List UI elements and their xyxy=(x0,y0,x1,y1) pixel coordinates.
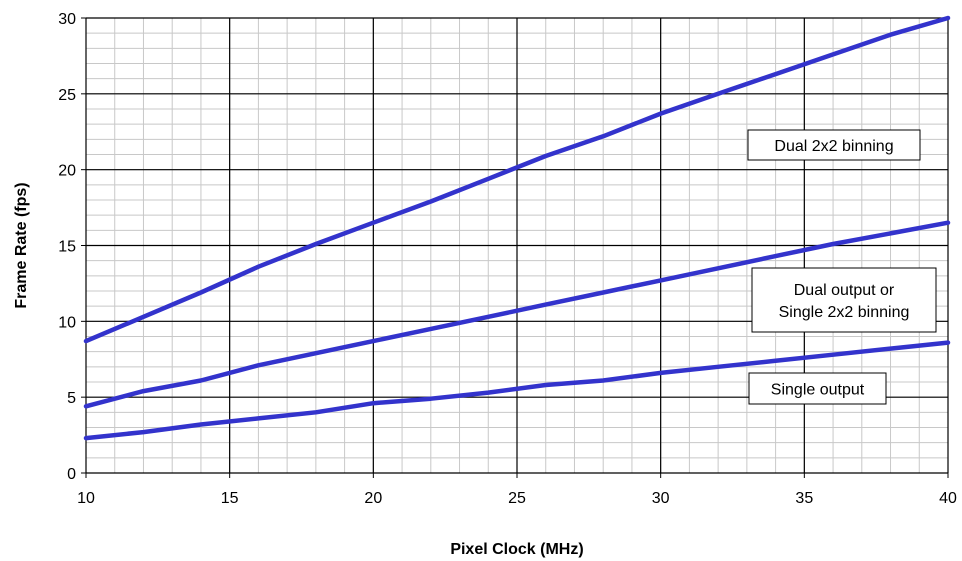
x-tick-label: 25 xyxy=(508,490,526,507)
series-line-2 xyxy=(83,220,951,409)
annotation-box xyxy=(751,267,937,333)
x-tick-label: 35 xyxy=(795,490,813,507)
y-tick-label: 5 xyxy=(67,390,76,407)
series-lines xyxy=(83,15,951,441)
series-line-1 xyxy=(83,15,951,344)
x-axis-ticks: 10 15 20 25 30 35 40 xyxy=(77,473,957,507)
y-axis-title: Frame Rate (fps) xyxy=(13,182,30,308)
annotation-box xyxy=(747,129,921,161)
series-annotations: Dual 2x2 binning Dual output or Single 2x2… xyxy=(747,129,937,405)
y-tick-label: 10 xyxy=(58,314,76,331)
x-tick-label: 40 xyxy=(939,490,957,507)
x-tick-label: 30 xyxy=(652,490,670,507)
y-tick-label: 30 xyxy=(58,11,76,28)
y-tick-label: 20 xyxy=(58,163,76,180)
annotation-label: Dual 2x2 binning xyxy=(774,138,893,155)
y-tick-label: 15 xyxy=(58,239,76,256)
annotation-label: Single output xyxy=(771,382,865,399)
x-tick-label: 20 xyxy=(364,490,382,507)
y-axis-ticks: 0 5 10 15 20 25 30 xyxy=(58,11,86,483)
series-line-3 xyxy=(83,340,951,441)
x-tick-label: 15 xyxy=(221,490,239,507)
x-tick-label: 10 xyxy=(77,490,95,507)
annotation-label: Single 2x2 binning xyxy=(779,304,910,321)
y-tick-label: 0 xyxy=(67,466,76,483)
y-tick-label: 25 xyxy=(58,87,76,104)
annotation-box xyxy=(748,372,887,405)
x-axis-title: Pixel Clock (MHz) xyxy=(450,541,583,558)
annotation-label: Dual output or xyxy=(794,282,895,299)
